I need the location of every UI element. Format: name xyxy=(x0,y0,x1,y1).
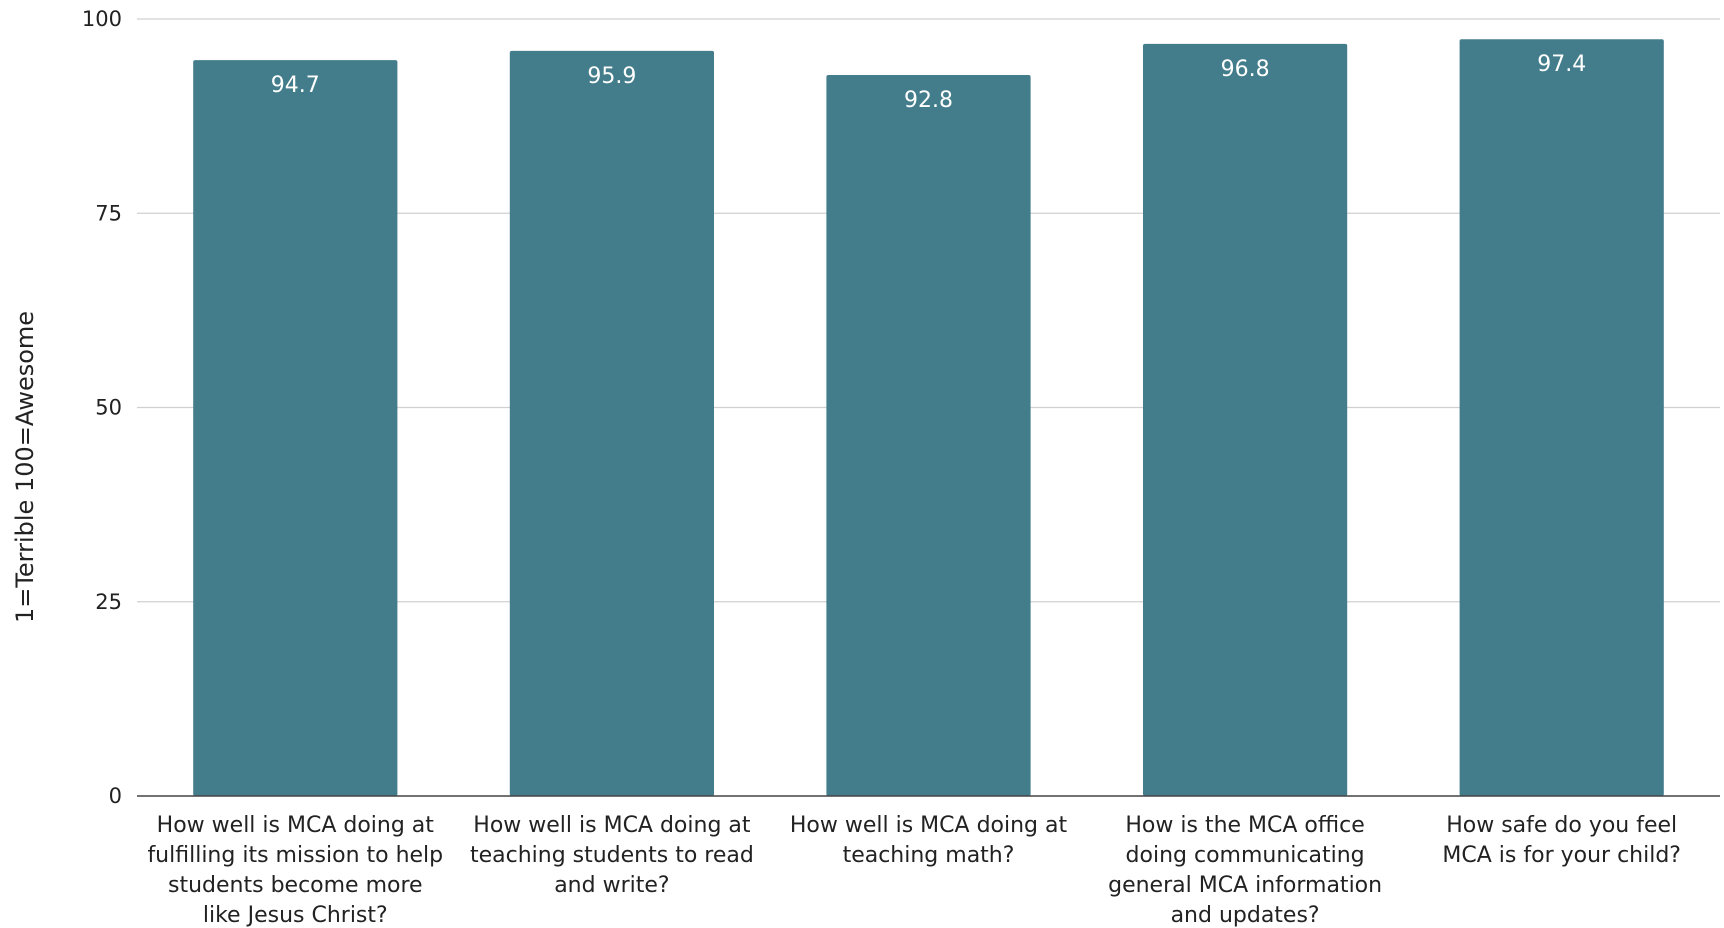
bar-value-label: 96.8 xyxy=(1221,57,1270,82)
y-axis-title: 1=Terrible 100=Awesome xyxy=(11,311,39,623)
bar xyxy=(1142,43,1348,796)
x-category-label: How well is MCA doing at teaching student… xyxy=(470,813,754,898)
data-labels: 94.7 95.9 92.8 96.8 97.4 xyxy=(271,52,1586,113)
bar xyxy=(509,50,715,797)
bar-value-label: 92.8 xyxy=(904,88,953,113)
bar-value-label: 94.7 xyxy=(271,73,320,98)
bar-value-label: 95.9 xyxy=(587,64,636,89)
y-tick-label: 25 xyxy=(95,590,122,614)
x-axis-categories: How well is MCA doing at fulfilling its m… xyxy=(147,813,1681,928)
y-axis-ticks: 0 25 50 75 100 xyxy=(82,7,122,808)
y-tick-label: 75 xyxy=(95,201,122,225)
x-category-label: How well is MCA doing at teaching math? xyxy=(790,813,1068,868)
y-tick-label: 100 xyxy=(82,7,122,31)
y-tick-label: 50 xyxy=(95,396,122,420)
x-category-label: How well is MCA doing at fulfilling its m… xyxy=(147,813,443,928)
x-category-label: How is the MCA office doing communicating… xyxy=(1108,813,1382,928)
bar xyxy=(1459,39,1664,796)
y-tick-label: 0 xyxy=(109,784,122,808)
bar-value-label: 97.4 xyxy=(1537,52,1586,77)
bars xyxy=(193,39,1664,797)
x-category-label: How safe do you feel MCA is for your chil… xyxy=(1442,813,1681,868)
bar xyxy=(193,60,398,796)
bar xyxy=(826,74,1031,797)
